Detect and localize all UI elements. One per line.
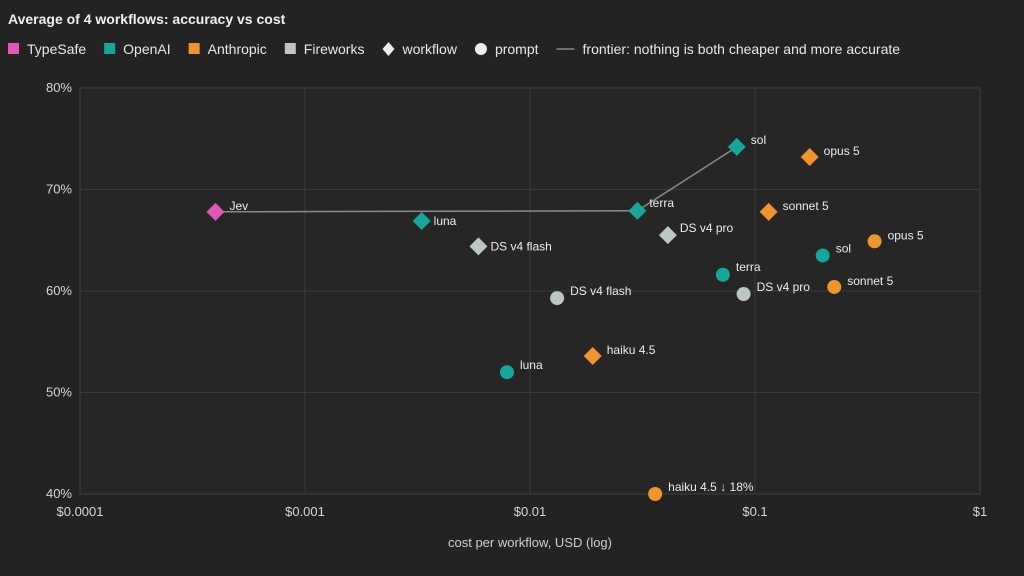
point-label: DS v4 flash (490, 239, 551, 253)
x-tick-label: $1 (973, 504, 987, 519)
point-openai-terra-prompt (715, 267, 730, 282)
point-openai-terra-workflow (628, 201, 647, 220)
point-label: haiku 4.5 (607, 343, 656, 357)
y-tick-label: 60% (46, 283, 72, 298)
legend-item-typesafe: TypeSafe (8, 41, 86, 57)
legend-item-frontier-nothing-is-both: frontier: nothing is both cheaper and mo… (556, 41, 901, 57)
x-tick-label: $0.01 (514, 504, 547, 519)
point-openai-luna-prompt (499, 365, 514, 380)
point-label: terra (736, 260, 761, 274)
legend-label: prompt (495, 41, 539, 57)
x-axis-ticks: $0.0001 $0.001 $0.01 $0.1 $1 (57, 504, 988, 519)
y-tick-label: 70% (46, 182, 72, 197)
y-tick-label: 80% (46, 80, 72, 95)
x-tick-label: $0.0001 (57, 504, 104, 519)
point-label: Jev (229, 199, 248, 213)
legend-label: TypeSafe (27, 41, 86, 57)
point-anthropic-sonnet-5-prompt (827, 279, 842, 294)
y-axis-ticks: 40% 50% 60% 70% 80% (46, 80, 72, 501)
legend-swatch (8, 43, 19, 54)
data-points (206, 137, 882, 501)
gridlines (80, 88, 980, 494)
legend-item-prompt: prompt (474, 41, 539, 57)
legend-label: Anthropic (208, 41, 267, 57)
point-label: haiku 4.5 ↓ 18% (668, 480, 754, 494)
legend-item-workflow: workflow (382, 41, 458, 57)
point-label: opus 5 (888, 228, 924, 242)
point-label: opus 5 (824, 144, 860, 158)
point-label: terra (649, 196, 674, 210)
point-label: DS v4 pro (757, 280, 811, 294)
legend-diamond (382, 42, 395, 56)
legend-label: workflow (401, 41, 457, 57)
y-tick-label: 40% (46, 486, 72, 501)
point-fireworks-ds-v4-pro-workflow (658, 226, 677, 245)
point-labels: Jev luna terra sol opus 5 sonnet 5 haiku 4.5 DS… (229, 133, 923, 494)
legend-circle (474, 43, 487, 55)
point-anthropic-opus-5-workflow (800, 148, 819, 167)
point-openai-sol-prompt (815, 248, 830, 263)
legend-item-anthropic: Anthropic (188, 41, 267, 57)
legend-label: OpenAI (123, 41, 170, 57)
point-fireworks-ds-v4-flash-workflow (469, 237, 488, 256)
legend-swatch (104, 43, 116, 54)
legend-swatch (284, 43, 296, 54)
chart-title: Average of 4 workflows: accuracy vs cost (8, 11, 286, 27)
x-tick-label: $0.001 (285, 504, 325, 519)
point-label: luna (520, 358, 543, 372)
point-typesafe-jev-workflow (206, 202, 225, 221)
legend-item-fireworks: Fireworks (284, 41, 365, 57)
point-anthropic-opus-5-prompt (867, 234, 882, 249)
point-anthropic-haiku-4-5-workflow (583, 346, 602, 365)
point-label: sonnet 5 (847, 274, 893, 288)
point-label: DS v4 flash (570, 284, 631, 298)
legend: TypeSafe OpenAI Anthropic Fireworks workflow… (8, 41, 900, 57)
point-label: sonnet 5 (783, 199, 829, 213)
legend-label: frontier: nothing is both cheaper and mo… (583, 41, 901, 57)
point-anthropic-sonnet-5-workflow (759, 202, 778, 221)
point-label: sol (751, 133, 766, 147)
legend-item-openai: OpenAI (104, 41, 171, 57)
point-label: luna (434, 214, 457, 228)
point-label: DS v4 pro (680, 221, 734, 235)
point-fireworks-ds-v4-flash-prompt (550, 291, 565, 306)
legend-label: Fireworks (304, 41, 365, 57)
x-axis-title: cost per workflow, USD (log) (448, 535, 612, 550)
point-label: sol (836, 241, 851, 255)
legend-swatch (188, 43, 200, 54)
point-fireworks-ds-v4-pro-prompt (736, 287, 751, 302)
point-openai-luna-workflow (412, 211, 431, 230)
x-tick-label: $0.1 (742, 504, 767, 519)
point-anthropic-haiku-4-5-18-prompt (648, 487, 663, 501)
point-openai-sol-workflow (727, 137, 746, 156)
y-tick-label: 50% (46, 385, 72, 400)
